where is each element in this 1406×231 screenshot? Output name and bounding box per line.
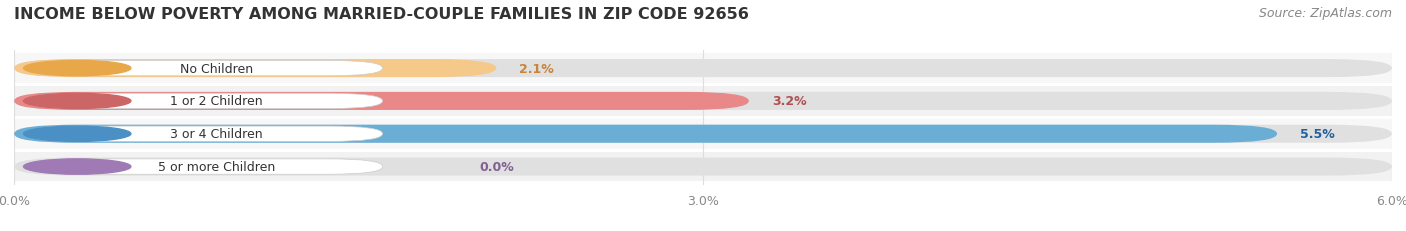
Circle shape (24, 127, 131, 142)
FancyBboxPatch shape (14, 60, 496, 78)
Text: 2.1%: 2.1% (519, 62, 554, 75)
Circle shape (24, 94, 131, 109)
Text: 3.2%: 3.2% (772, 95, 807, 108)
Circle shape (24, 159, 131, 174)
Text: Source: ZipAtlas.com: Source: ZipAtlas.com (1258, 7, 1392, 20)
FancyBboxPatch shape (14, 119, 1392, 149)
Text: 5 or more Children: 5 or more Children (157, 160, 274, 173)
FancyBboxPatch shape (14, 92, 749, 110)
FancyBboxPatch shape (14, 125, 1277, 143)
FancyBboxPatch shape (14, 158, 1392, 176)
Circle shape (24, 61, 131, 76)
Text: 1 or 2 Children: 1 or 2 Children (170, 95, 263, 108)
FancyBboxPatch shape (27, 127, 382, 142)
FancyBboxPatch shape (14, 92, 1392, 110)
Text: 0.0%: 0.0% (479, 160, 513, 173)
FancyBboxPatch shape (14, 125, 1392, 143)
FancyBboxPatch shape (27, 159, 382, 174)
FancyBboxPatch shape (14, 152, 1392, 182)
FancyBboxPatch shape (14, 54, 1392, 84)
Text: 3 or 4 Children: 3 or 4 Children (170, 128, 263, 141)
FancyBboxPatch shape (14, 60, 1392, 78)
Text: No Children: No Children (180, 62, 253, 75)
FancyBboxPatch shape (27, 61, 382, 76)
FancyBboxPatch shape (14, 87, 1392, 116)
FancyBboxPatch shape (27, 94, 382, 109)
Text: 5.5%: 5.5% (1301, 128, 1334, 141)
Text: INCOME BELOW POVERTY AMONG MARRIED-COUPLE FAMILIES IN ZIP CODE 92656: INCOME BELOW POVERTY AMONG MARRIED-COUPL… (14, 7, 749, 22)
